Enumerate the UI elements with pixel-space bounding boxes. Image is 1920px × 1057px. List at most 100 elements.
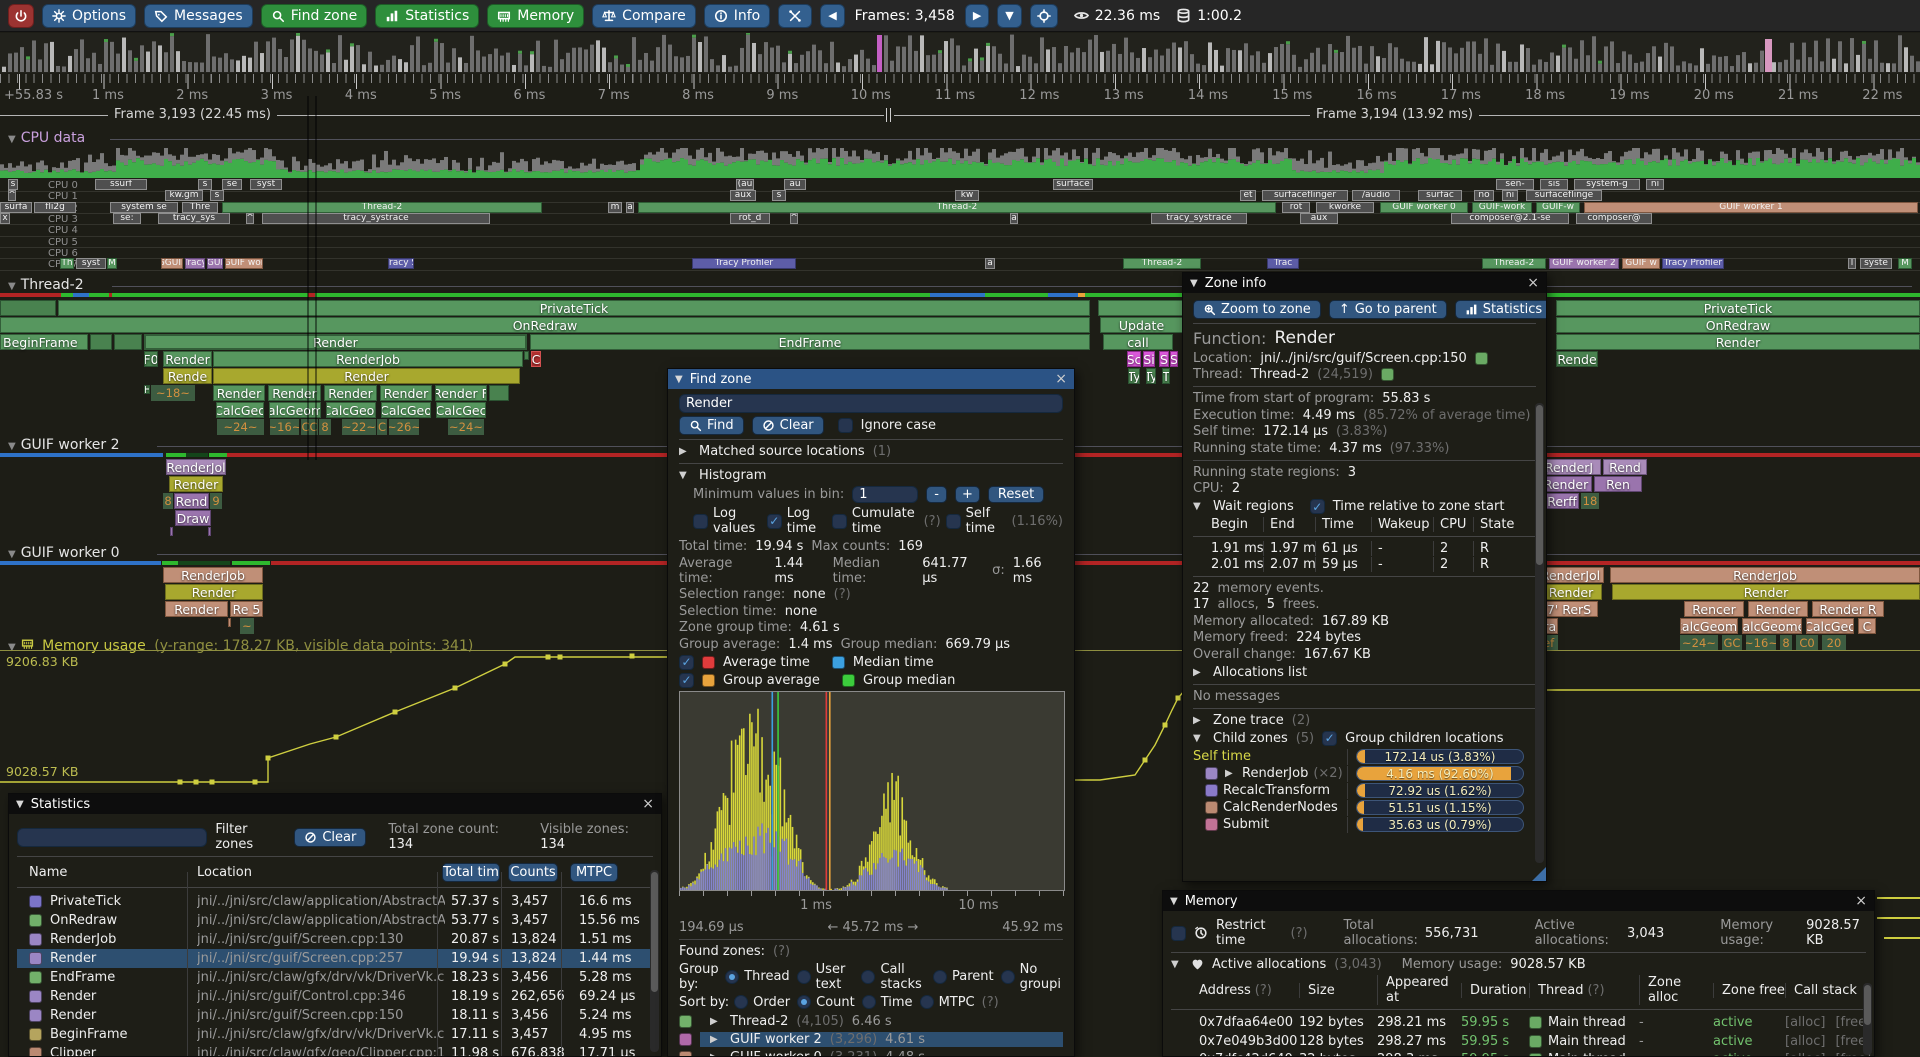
- cpu-zone-chip[interactable]: Thread-2: [1123, 258, 1201, 270]
- timeline-zone[interactable]: Render: [163, 351, 212, 367]
- timeline-zone[interactable]: F0: [144, 351, 158, 367]
- timeline-zone[interactable]: F: [144, 385, 150, 394]
- cpu-zone-chip[interactable]: ^: [790, 212, 798, 224]
- cpu-zone-chip[interactable]: se:: [113, 212, 141, 224]
- cpu-zone-chip[interactable]: surfaceflinger: [1262, 190, 1348, 202]
- cpu-zone-chip[interactable]: Thre: [182, 201, 218, 213]
- timeline-zone[interactable]: [524, 351, 529, 360]
- histogram-section[interactable]: ▼ Histogram: [679, 468, 767, 483]
- timeline-zone[interactable]: 8: [163, 493, 173, 509]
- expand-icon[interactable]: ▶: [710, 1052, 722, 1057]
- column-header-name[interactable]: Name: [29, 864, 68, 880]
- cpu-zone-chip[interactable]: m: [608, 201, 622, 213]
- decrease-button[interactable]: -: [926, 486, 947, 503]
- column-header-mtpc[interactable]: MTPC: [570, 862, 618, 882]
- wait-column-header[interactable]: State: [1473, 517, 1517, 532]
- collapse-icon[interactable]: ▼: [1193, 501, 1201, 512]
- thread-header[interactable]: ▼ Thread-2: [8, 277, 84, 293]
- collapse-icon[interactable]: ▼: [8, 281, 16, 292]
- timeline-zone[interactable]: EndFrame: [530, 334, 1090, 350]
- group-by-radio[interactable]: [933, 969, 947, 984]
- prev-frame-button[interactable]: ◀: [820, 3, 845, 28]
- timeline-zone[interactable]: [1098, 300, 1184, 316]
- cpu-zone-chip[interactable]: GUIF-w: [1536, 201, 1580, 213]
- timeline-zone[interactable]: Rende: [1556, 351, 1598, 367]
- collapse-icon[interactable]: ▼: [8, 642, 16, 653]
- timeline-zone[interactable]: Sc: [1127, 351, 1141, 367]
- find-button[interactable]: Find: [679, 416, 744, 435]
- statistics-titlebar[interactable]: ▼ Statistics ×: [9, 794, 661, 814]
- wait-region-row[interactable]: 1.91 ms1.97 ms61 µs-2R: [1193, 541, 1536, 556]
- cpu-zone-chip[interactable]: surface: [1053, 179, 1093, 190]
- scrollbar[interactable]: [650, 870, 659, 1052]
- cpu-zone-chip[interactable]: rot: [1282, 201, 1310, 213]
- timeline-zone[interactable]: Render: [165, 601, 228, 617]
- cpu-zone-chip[interactable]: au: [784, 179, 806, 190]
- cpu-zone-chip[interactable]: Tracy: [185, 258, 205, 270]
- timeline-zone[interactable]: ~22~: [342, 419, 376, 435]
- cpu-zone-chip[interactable]: GGUIF: [161, 258, 183, 270]
- timeline-zone[interactable]: CalcGeome: [1680, 618, 1738, 634]
- allocation-row[interactable]: 0x7dfaa64e00 192 bytes 298.21 ms 59.95 s Mai…: [1199, 1015, 1871, 1030]
- cpu-zone-chip[interactable]: Thread-2: [638, 201, 1276, 213]
- clear-filter-button[interactable]: Clear: [294, 827, 367, 847]
- collapse-icon[interactable]: ▼: [8, 549, 16, 560]
- timeline-zone[interactable]: C: [377, 419, 387, 435]
- timeline-zone[interactable]: Render: [1540, 584, 1602, 600]
- timeline-zone[interactable]: CalcGec: [436, 402, 486, 418]
- wait-column-header[interactable]: Wakeup: [1371, 517, 1433, 532]
- child-zone-row[interactable]: RecalcTransform 72.92 us (1.62%): [1193, 782, 1536, 799]
- timeline-zone[interactable]: C: [531, 351, 541, 367]
- table-row[interactable]: Render jni/../jni/src/guif/Screen.cpp:150…: [17, 1006, 653, 1025]
- go-to-parent-button[interactable]: ↑ Go to parent: [1328, 300, 1447, 319]
- timeline-zone[interactable]: CalcGeo: [381, 402, 431, 418]
- collapse-icon[interactable]: ▼: [1193, 732, 1201, 744]
- timeline-zone[interactable]: 8: [1780, 635, 1792, 651]
- timeline-zone[interactable]: Update: [1100, 317, 1183, 333]
- cpu-zone-chip[interactable]: M: [1898, 258, 1912, 270]
- min-bin-input[interactable]: 1: [852, 486, 919, 503]
- option-checkbox[interactable]: [693, 513, 708, 529]
- clear-button[interactable]: Clear: [751, 416, 824, 435]
- close-icon[interactable]: ×: [1055, 371, 1067, 387]
- matched-source-locations[interactable]: ▶ Matched source locations (1): [679, 444, 892, 459]
- cpu-zone-chip[interactable]: composer@2.1-se: [1451, 212, 1569, 224]
- thread-header[interactable]: ▼ GUIF worker 0: [8, 545, 120, 561]
- timeline-zone[interactable]: PrivateTick: [1556, 300, 1920, 316]
- allocation-column-header[interactable]: Call stack: [1785, 982, 1874, 998]
- timeline-zone[interactable]: OnRedraw: [0, 317, 1090, 333]
- cpu-zone-chip[interactable]: surfaceflinge: [1526, 190, 1602, 202]
- cpu-zone-chip[interactable]: /audio: [1352, 190, 1400, 202]
- timeline-zone[interactable]: Re 5: [230, 601, 263, 617]
- column-header-counts[interactable]: Counts: [508, 862, 558, 882]
- sort-by-radio[interactable]: [797, 995, 812, 1009]
- cpu-zone-chip[interactable]: GUIF-work: [1472, 201, 1532, 213]
- cpu-zone-chip[interactable]: surfa: [0, 201, 32, 213]
- zone-info-titlebar[interactable]: ▼ Zone info ×: [1183, 273, 1546, 293]
- time-ruler[interactable]: +55.83 s 1 ms 2 ms 3 ms 4 ms 5 ms 6 ms 7 ms 8 ms…: [0, 74, 1920, 104]
- timeline-zone[interactable]: 9: [210, 493, 222, 509]
- timeline-zone[interactable]: Render F: [435, 385, 487, 401]
- timeline-zone[interactable]: Render: [169, 476, 223, 492]
- cpu-zone-chip[interactable]: (au: [736, 179, 754, 190]
- expand-icon[interactable]: ▶: [1193, 666, 1201, 678]
- timeline-zone[interactable]: Render: [268, 385, 321, 401]
- tools-button[interactable]: [778, 3, 813, 28]
- cpu-zone-chip[interactable]: syste: [1860, 258, 1892, 270]
- statistics-button[interactable]: Statistics: [375, 3, 480, 28]
- found-zone-group[interactable]: ▶ Thread-2 (4,105) 6.46 s: [679, 1013, 1063, 1030]
- timeline-zone[interactable]: S: [1170, 351, 1178, 367]
- timeline-zone[interactable]: ~24~: [1680, 635, 1718, 651]
- frame-label-right[interactable]: Frame 3,194 (13.92 ms): [1310, 107, 1479, 122]
- legend-checkbox[interactable]: ✓: [679, 672, 694, 688]
- resize-handle[interactable]: [1532, 867, 1546, 881]
- options-button[interactable]: Options: [42, 3, 137, 28]
- allocation-column-header[interactable]: Size: [1299, 982, 1377, 998]
- source-indicator[interactable]: [1474, 352, 1488, 365]
- group-by-radio[interactable]: [861, 969, 876, 984]
- allocations-list[interactable]: ▶ Allocations list: [1193, 664, 1308, 680]
- timeline-zone[interactable]: [0, 300, 56, 316]
- ignore-case-checkbox[interactable]: [837, 418, 853, 433]
- expand-icon[interactable]: ▶: [1225, 768, 1233, 779]
- timeline-zone[interactable]: ~26~: [389, 419, 419, 435]
